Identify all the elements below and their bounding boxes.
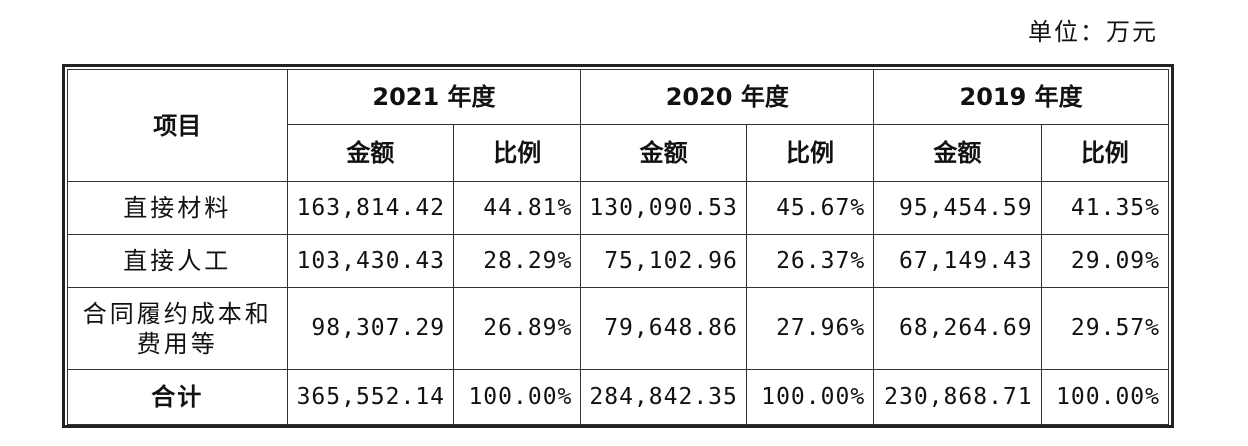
ratio-header: 比例	[453, 124, 582, 182]
table-row: 直接人工 103,430.43 28.29% 75,102.96 26.37% …	[67, 234, 1170, 288]
unit-label: 单位：万元	[1028, 18, 1158, 46]
ratio-cell: 29.57%	[1040, 287, 1170, 370]
ratio-cell: 29.09%	[1040, 234, 1170, 288]
amount-cell: 130,090.53	[580, 181, 747, 235]
amount-cell: 98,307.29	[286, 287, 455, 370]
row-label: 合同履约成本和费用等	[67, 287, 288, 370]
year-header-2020: 2020 年度	[580, 69, 875, 125]
cost-table: 项目 2021 年度 2020 年度 2019 年度 金额 比例 金额 比例 金…	[67, 69, 1170, 425]
ratio-cell: 44.81%	[453, 181, 582, 235]
amount-cell: 68,264.69	[873, 287, 1042, 370]
amount-cell: 67,149.43	[873, 234, 1042, 288]
year-header-2019: 2019 年度	[873, 69, 1169, 125]
amount-header: 金额	[286, 124, 455, 182]
ratio-cell: 27.96%	[745, 287, 875, 370]
amount-cell: 75,102.96	[580, 234, 747, 288]
year-header-2021: 2021 年度	[286, 69, 582, 125]
ratio-header: 比例	[1040, 124, 1170, 182]
ratio-cell: 26.89%	[453, 287, 582, 370]
ratio-cell: 28.29%	[453, 234, 582, 288]
ratio-header: 比例	[745, 124, 875, 182]
table-row: 直接材料 163,814.42 44.81% 130,090.53 45.67%…	[67, 181, 1170, 235]
total-ratio-cell: 100.00%	[453, 369, 582, 425]
row-label: 直接材料	[67, 181, 288, 235]
ratio-cell: 45.67%	[745, 181, 875, 235]
total-amount-cell: 230,868.71	[873, 369, 1042, 425]
amount-header: 金额	[873, 124, 1042, 182]
row-label: 直接人工	[67, 234, 288, 288]
total-ratio-cell: 100.00%	[1040, 369, 1170, 425]
amount-cell: 95,454.59	[873, 181, 1042, 235]
total-ratio-cell: 100.00%	[745, 369, 875, 425]
ratio-cell: 26.37%	[745, 234, 875, 288]
amount-cell: 103,430.43	[286, 234, 455, 288]
amount-header: 金额	[580, 124, 747, 182]
header-row-years: 项目 2021 年度 2020 年度 2019 年度	[67, 69, 1169, 182]
total-label: 合计	[67, 369, 288, 425]
ratio-cell: 41.35%	[1040, 181, 1170, 235]
amount-cell: 163,814.42	[286, 181, 455, 235]
cost-table-frame: 项目 2021 年度 2020 年度 2019 年度 金额 比例 金额 比例 金…	[62, 64, 1174, 428]
table-row: 合同履约成本和费用等 98,307.29 26.89% 79,648.86 27…	[67, 287, 1170, 370]
amount-cell: 79,648.86	[580, 287, 747, 370]
total-row: 合计 365,552.14 100.00% 284,842.35 100.00%…	[67, 369, 1170, 425]
total-amount-cell: 284,842.35	[580, 369, 747, 425]
item-header: 项目	[67, 69, 288, 182]
total-amount-cell: 365,552.14	[286, 369, 455, 425]
